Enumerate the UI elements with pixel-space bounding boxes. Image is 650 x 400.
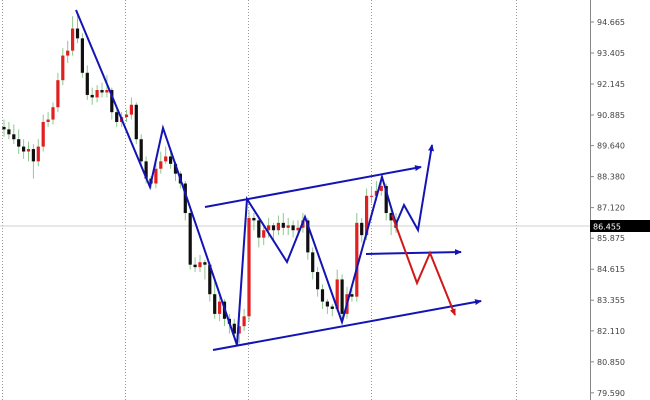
candle-bullish xyxy=(262,230,266,238)
y-tick-label: 85.875 xyxy=(597,234,625,243)
candle-bullish xyxy=(247,217,251,317)
candle-bullish xyxy=(129,104,133,115)
candle-bearish xyxy=(75,28,80,39)
candle-bearish xyxy=(100,90,104,93)
candle-bearish xyxy=(320,289,325,302)
candle-bullish xyxy=(66,50,70,56)
candle-bearish xyxy=(90,94,94,98)
current-price-label: 86.455 xyxy=(593,223,621,232)
candle-bearish xyxy=(80,38,84,73)
candle-bearish xyxy=(193,264,197,268)
candle-bearish xyxy=(12,134,16,140)
candle-bearish xyxy=(350,294,354,297)
price-axis[interactable]: 94.665 93.405 92.145 90.885 89.640 88.380 87.1… xyxy=(590,18,625,398)
candle-bullish xyxy=(335,279,339,309)
candle-bearish xyxy=(330,306,334,309)
candle-bearish xyxy=(169,156,173,164)
y-tick-label: 89.640 xyxy=(597,142,625,151)
candle-bearish xyxy=(139,139,143,162)
y-tick-label: 83.355 xyxy=(597,296,625,305)
candle-bearish xyxy=(232,323,236,334)
candles xyxy=(2,13,398,344)
y-tick-label: 79.590 xyxy=(597,389,625,398)
candle-bearish xyxy=(360,222,364,236)
candle-bullish xyxy=(286,225,290,228)
candle-bearish xyxy=(257,220,261,238)
candle-bullish xyxy=(198,262,202,268)
candle-bearish xyxy=(208,264,212,295)
y-tick-label: 84.615 xyxy=(597,265,625,274)
candle-bullish xyxy=(267,225,271,231)
candle-bullish xyxy=(46,119,50,122)
candle-bullish xyxy=(242,316,246,327)
candle-bearish xyxy=(173,163,178,174)
candle-bearish xyxy=(203,262,207,265)
candle-bullish xyxy=(374,190,378,196)
y-tick-label: 92.145 xyxy=(597,80,625,89)
candle-bullish xyxy=(355,222,359,297)
candle-bearish xyxy=(115,112,119,122)
candle-bullish xyxy=(105,90,109,93)
candle-bearish xyxy=(110,90,114,113)
candle-bullish xyxy=(379,185,383,191)
y-tick-label: 87.120 xyxy=(597,204,625,213)
candle-bullish xyxy=(276,222,280,231)
candle-bearish xyxy=(306,220,310,253)
candle-bearish xyxy=(144,161,148,179)
candle-bullish xyxy=(365,195,369,236)
candle-bullish xyxy=(95,90,99,98)
candle-bullish xyxy=(56,80,60,108)
candle-bearish xyxy=(271,225,276,231)
candle-bearish xyxy=(384,185,388,214)
candle-bearish xyxy=(340,279,344,314)
candle-bearish xyxy=(17,139,21,147)
candle-bearish xyxy=(291,225,295,231)
candle-bullish xyxy=(154,168,158,184)
zigzag-wave-line xyxy=(75,9,434,346)
candle-bearish xyxy=(22,146,26,152)
candle-bearish xyxy=(31,149,35,162)
y-tick-label: 90.885 xyxy=(597,111,625,120)
candle-bearish xyxy=(311,252,315,273)
candle-bullish xyxy=(26,149,31,152)
candle-bullish xyxy=(41,121,45,147)
candle-bearish xyxy=(389,213,393,221)
current-price-label-bg xyxy=(590,220,650,232)
y-tick-label: 93.405 xyxy=(597,49,625,58)
candle-bearish xyxy=(7,129,11,135)
candle-bearish xyxy=(134,104,138,140)
candle-bearish xyxy=(2,126,6,130)
candle-bullish xyxy=(218,301,222,314)
candle-bearish xyxy=(183,183,187,214)
candle-bullish xyxy=(51,107,55,120)
candle-bullish xyxy=(36,146,40,162)
candle-bullish xyxy=(369,195,374,197)
trend-drawings[interactable] xyxy=(75,9,482,351)
candle-bullish xyxy=(61,55,65,81)
y-tick-label: 80.850 xyxy=(597,358,625,367)
candle-bullish xyxy=(159,161,163,169)
y-tick-label: 82.110 xyxy=(597,327,625,336)
candle-bullish xyxy=(71,28,75,51)
y-tick-label: 88.380 xyxy=(597,173,625,182)
channel-lower-line xyxy=(212,299,482,351)
candle-bullish xyxy=(164,156,168,162)
horizontal-level-line xyxy=(365,249,462,256)
candle-bullish xyxy=(237,326,241,334)
candle-bearish xyxy=(213,294,217,314)
candle-bearish xyxy=(252,217,256,221)
grid xyxy=(2,0,517,400)
channel-upper-line xyxy=(204,165,422,208)
candle-bullish xyxy=(296,227,300,231)
candle-bearish xyxy=(325,301,329,307)
y-tick-label: 94.665 xyxy=(597,18,625,27)
bearish-projection-line xyxy=(391,214,456,316)
candle-bearish xyxy=(281,222,285,228)
candle-bearish xyxy=(85,72,89,95)
candle-bearish xyxy=(188,213,192,265)
candle-bearish xyxy=(316,272,320,290)
candle-bullish xyxy=(124,114,129,118)
